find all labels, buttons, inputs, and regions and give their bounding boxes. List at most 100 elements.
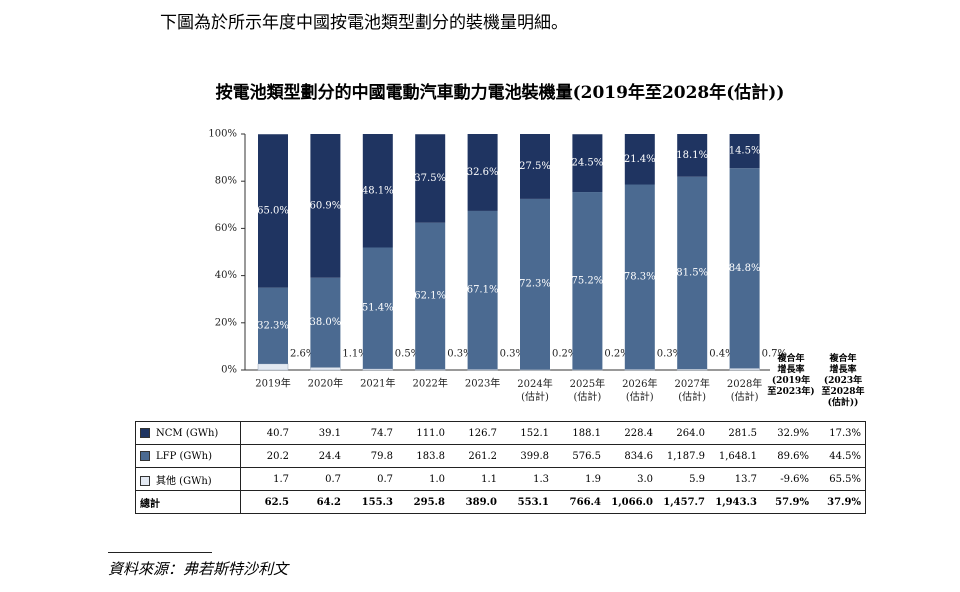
bar-segment xyxy=(572,134,603,193)
data-label: 65.0% xyxy=(257,205,289,216)
table-cell: -9.6% xyxy=(761,467,813,491)
table-cell: 1,457.7 xyxy=(657,490,709,514)
data-label: 24.5% xyxy=(572,158,604,169)
chart-title: 按電池類型劃分的中國電動汽車動力電池裝機量(2019年至2028年(估計)) xyxy=(215,83,785,103)
table-row: LFP (GWh) 20.2 24.4 79.8 183.8 261.2 399.8 576.… xyxy=(135,444,866,468)
data-label: 62.1% xyxy=(414,291,446,302)
data-label: 51.4% xyxy=(362,303,394,314)
source: 資料來源：弗若斯特沙利文 xyxy=(108,560,289,578)
data-label: 48.1% xyxy=(362,185,394,196)
data-label: 81.5% xyxy=(676,267,708,278)
y-tick-label: 0% xyxy=(221,365,237,376)
bar-segment xyxy=(310,277,341,368)
data-label: 60.9% xyxy=(310,200,342,211)
bar-segment xyxy=(624,184,655,370)
bar-segment xyxy=(362,368,394,371)
bar-segment xyxy=(729,134,760,169)
data-label: 27.5% xyxy=(519,161,551,172)
row-label-cell: 總計 xyxy=(135,490,241,514)
bar-segment xyxy=(729,368,760,371)
bar-segment xyxy=(677,176,708,370)
swatch xyxy=(140,428,150,438)
table-cell: 261.2 xyxy=(449,444,501,468)
bar-segment xyxy=(520,134,550,199)
y-tick-label: 100% xyxy=(208,129,237,140)
table-cell: 1.1 xyxy=(449,467,501,491)
table-cell: 264.0 xyxy=(657,421,709,445)
data-table: NCM (GWh) 40.7 39.1 74.7 111.0 126.7 152.1 188.… xyxy=(135,421,866,514)
data-label: 0.3% xyxy=(657,349,682,360)
table-cell: 1.3 xyxy=(501,467,553,491)
data-label: 0.2% xyxy=(604,349,629,360)
table-cell: 188.1 xyxy=(553,421,605,445)
table-cell: 399.8 xyxy=(501,444,553,468)
table-cell: 1,066.0 xyxy=(605,490,657,514)
source-rule xyxy=(108,552,212,553)
table-cell: 17.3% xyxy=(813,421,866,445)
data-label: 84.8% xyxy=(729,263,761,274)
table-cell: 1,943.3 xyxy=(709,490,761,514)
table-cell: 1.7 xyxy=(240,467,293,491)
x-tick-label: 2021年 xyxy=(360,377,395,390)
data-label: 38.0% xyxy=(310,317,342,328)
table-cell: 1,187.9 xyxy=(657,444,709,468)
row-label: LFP (GWh) xyxy=(156,450,212,462)
data-label: 32.6% xyxy=(467,167,499,178)
data-label: 72.3% xyxy=(519,279,551,290)
data-label: 0.2% xyxy=(552,349,577,360)
table-cell: 281.5 xyxy=(709,421,761,445)
bar-segment xyxy=(310,134,341,278)
table-cell: 295.8 xyxy=(397,490,449,514)
data-label: 67.1% xyxy=(467,285,499,296)
table-cell: 57.9% xyxy=(761,490,813,514)
table-cell: 553.1 xyxy=(501,490,553,514)
intro: 下圖為於所示年度中國按電池類型劃分的裝機量明細。 xyxy=(160,13,568,33)
bar-segment xyxy=(257,363,289,371)
table-cell: 74.7 xyxy=(345,421,397,445)
y-tick-label: 20% xyxy=(215,317,237,328)
bar-segment xyxy=(362,247,393,369)
bar-segment xyxy=(310,367,341,371)
table-cell: 152.1 xyxy=(501,421,553,445)
table-row: 其他 (GWh) 1.7 0.7 0.7 1.0 1.1 1.3 1.9 3.0 5.9 13.7-… xyxy=(135,467,866,491)
bar-segment xyxy=(414,369,446,371)
table-cell: 65.5% xyxy=(813,467,866,491)
bar-segment xyxy=(676,368,708,371)
table-cell: 576.5 xyxy=(553,444,605,468)
table-cell: 32.9% xyxy=(761,421,813,445)
bar-segment xyxy=(677,134,708,177)
row-label-cell: 其他 (GWh) xyxy=(135,467,241,491)
table-cell: 834.6 xyxy=(605,444,657,468)
x-tick-label: 2024年(估計) xyxy=(517,377,552,403)
row-label: NCM (GWh) xyxy=(156,427,219,439)
row-label-cell: LFP (GWh) xyxy=(135,444,241,468)
table-cell: 79.8 xyxy=(345,444,397,468)
table-cell: 62.5 xyxy=(240,490,293,514)
bar-segment xyxy=(467,369,498,371)
table-cell: 766.4 xyxy=(553,490,605,514)
table-cell: 155.3 xyxy=(345,490,397,514)
data-label: 32.3% xyxy=(257,320,289,331)
bar-segment xyxy=(624,369,656,371)
x-tick-label: 2025年(估計) xyxy=(570,377,605,403)
x-tick-label: 2020年 xyxy=(308,377,343,390)
bar-segment xyxy=(415,222,446,370)
cagr-header: 複合年 增長率 (2023年 至2028年 (估計)) xyxy=(821,354,865,408)
row-label: 其他 (GWh) xyxy=(156,475,212,487)
table-cell: 39.1 xyxy=(293,421,345,445)
bar-segment xyxy=(415,134,446,223)
y-tick-label: 60% xyxy=(215,223,237,234)
table-row: 總計 62.5 64.2 155.3 295.8 389.0 553.1 766.4 1,066… xyxy=(135,490,866,514)
table-cell: 389.0 xyxy=(449,490,501,514)
bar-segment xyxy=(362,134,393,248)
cagr-header: 複合年 增長率 (2019年 至2023年) xyxy=(767,354,815,397)
data-label: 1.1% xyxy=(342,349,367,360)
x-tick-label: 2027年(估計) xyxy=(674,377,709,403)
table-cell: 1,648.1 xyxy=(709,444,761,468)
table-cell: 111.0 xyxy=(397,421,449,445)
data-label: 0.4% xyxy=(709,349,734,360)
data-label: 0.5% xyxy=(395,349,420,360)
table-cell: 1.0 xyxy=(397,467,449,491)
bar-segment xyxy=(258,287,288,364)
